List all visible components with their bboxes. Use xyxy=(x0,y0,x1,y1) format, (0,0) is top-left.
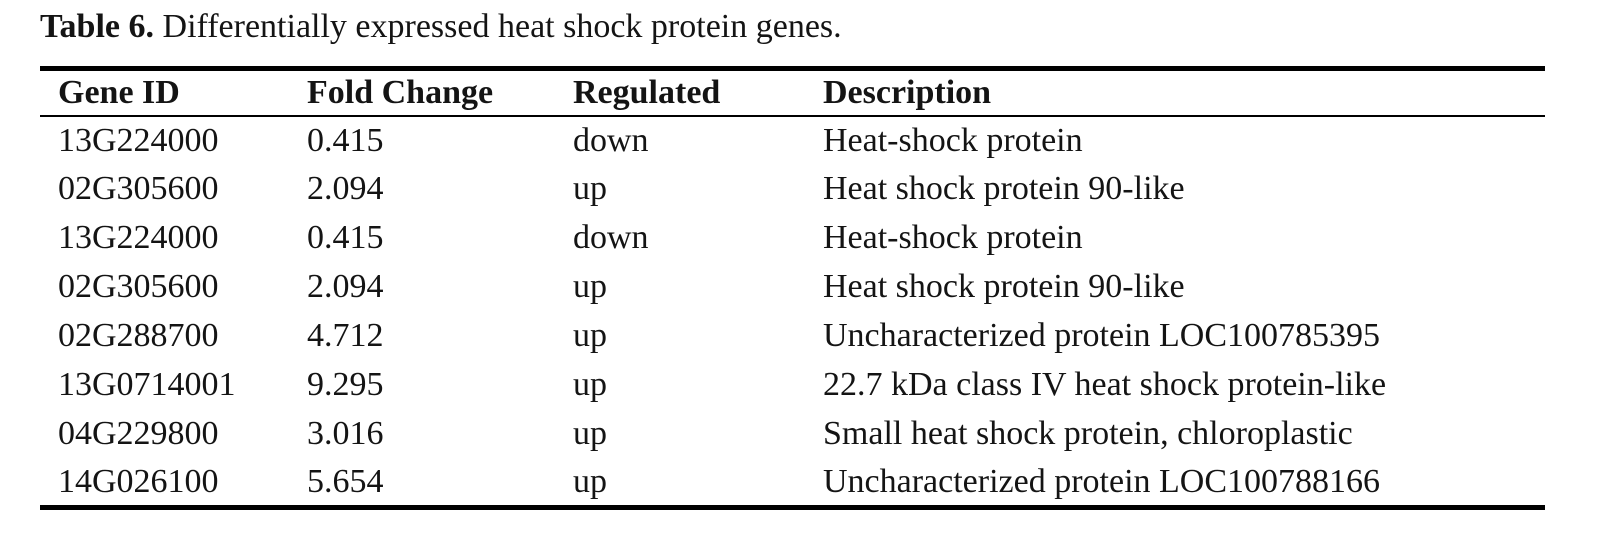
table-cell-regulated: down xyxy=(573,121,649,159)
table-cell-description: Uncharacterized protein LOC100785395 xyxy=(823,317,1381,354)
table-row: 02G288700 4.712 up Uncharacterized protein … xyxy=(40,312,1545,361)
table-header-row: Gene ID Fold Change Regulated Descriptio… xyxy=(40,68,1545,117)
table-cell-fold-change: 3.016 xyxy=(307,415,384,452)
column-header-regulated: Regulated xyxy=(555,68,805,117)
column-header-fold-change: Fold Change xyxy=(289,68,555,117)
table-cell-fold-change: 9.295 xyxy=(307,366,384,403)
table-cell-fold-change: 2.094 xyxy=(307,170,384,207)
table-cell-gene-id: 02G288700 xyxy=(58,317,219,354)
table-row: 13G0714001 9.295 up 22.7 kDa class IV heat … xyxy=(40,361,1545,410)
table-caption-text: Differentially expressed heat shock prot… xyxy=(162,8,842,45)
table-cell-regulated: down xyxy=(573,219,649,256)
table-cell-gene-id: 02G305600 xyxy=(58,170,219,207)
table-caption: Table 6. Differentially expressed heat s… xyxy=(40,8,1601,46)
table-cell-description: Heat-shock protein xyxy=(823,219,1083,256)
table-cell-fold-change: 2.094 xyxy=(307,268,384,305)
table-cell-regulated: up xyxy=(573,366,607,403)
table-cell-gene-id: 02G305600 xyxy=(58,268,219,305)
table-cell-regulated: up xyxy=(573,415,607,452)
hsp-genes-table: Gene ID Fold Change Regulated Descriptio… xyxy=(40,66,1545,510)
table-cell-regulated: up xyxy=(573,170,607,207)
table-row: 04G229800 3.016 up Small heat shock protein… xyxy=(40,410,1545,459)
table-cell-regulated: up xyxy=(573,317,607,354)
table-cell-description: Small heat shock protein, chloroplastic xyxy=(823,415,1353,452)
table-cell-description: Heat shock protein 90-like xyxy=(823,268,1185,305)
table-row: 14G026100 5.654 up Uncharacterized protein … xyxy=(40,459,1545,508)
table-cell-gene-id: 14G026100 xyxy=(58,462,219,500)
table-cell-fold-change: 5.654 xyxy=(307,462,384,500)
table-cell-gene-id: 13G224000 xyxy=(58,121,219,159)
document-page: Table 6. Differentially expressed heat s… xyxy=(40,8,1601,510)
table-body: 13G224000 0.415 down Heat-shock protein 02G3… xyxy=(40,116,1545,508)
column-header-gene-id: Gene ID xyxy=(40,68,289,117)
table-cell-fold-change: 4.712 xyxy=(307,317,384,354)
table-cell-fold-change: 0.415 xyxy=(307,121,384,159)
column-header-description: Description xyxy=(805,68,1545,117)
table-cell-description: Heat-shock protein xyxy=(823,121,1083,159)
table-cell-fold-change: 0.415 xyxy=(307,219,384,256)
table-cell-regulated: up xyxy=(573,462,607,500)
table-cell-description: Uncharacterized protein LOC100788166 xyxy=(823,462,1381,500)
table-row: 13G224000 0.415 down Heat-shock protein xyxy=(40,214,1545,263)
table-cell-gene-id: 13G0714001 xyxy=(58,366,236,403)
table-cell-gene-id: 04G229800 xyxy=(58,415,219,452)
table-cell-gene-id: 13G224000 xyxy=(58,219,219,256)
table-cell-description: 22.7 kDa class IV heat shock protein-lik… xyxy=(823,366,1387,403)
table-row: 02G305600 2.094 up Heat shock protein 90-li… xyxy=(40,165,1545,214)
table-row: 02G305600 2.094 up Heat shock protein 90-li… xyxy=(40,263,1545,312)
table-cell-regulated: up xyxy=(573,268,607,305)
table-cell-description: Heat shock protein 90-like xyxy=(823,170,1185,207)
table-caption-label: Table 6. xyxy=(40,8,155,45)
table-row: 13G224000 0.415 down Heat-shock protein xyxy=(40,116,1545,165)
